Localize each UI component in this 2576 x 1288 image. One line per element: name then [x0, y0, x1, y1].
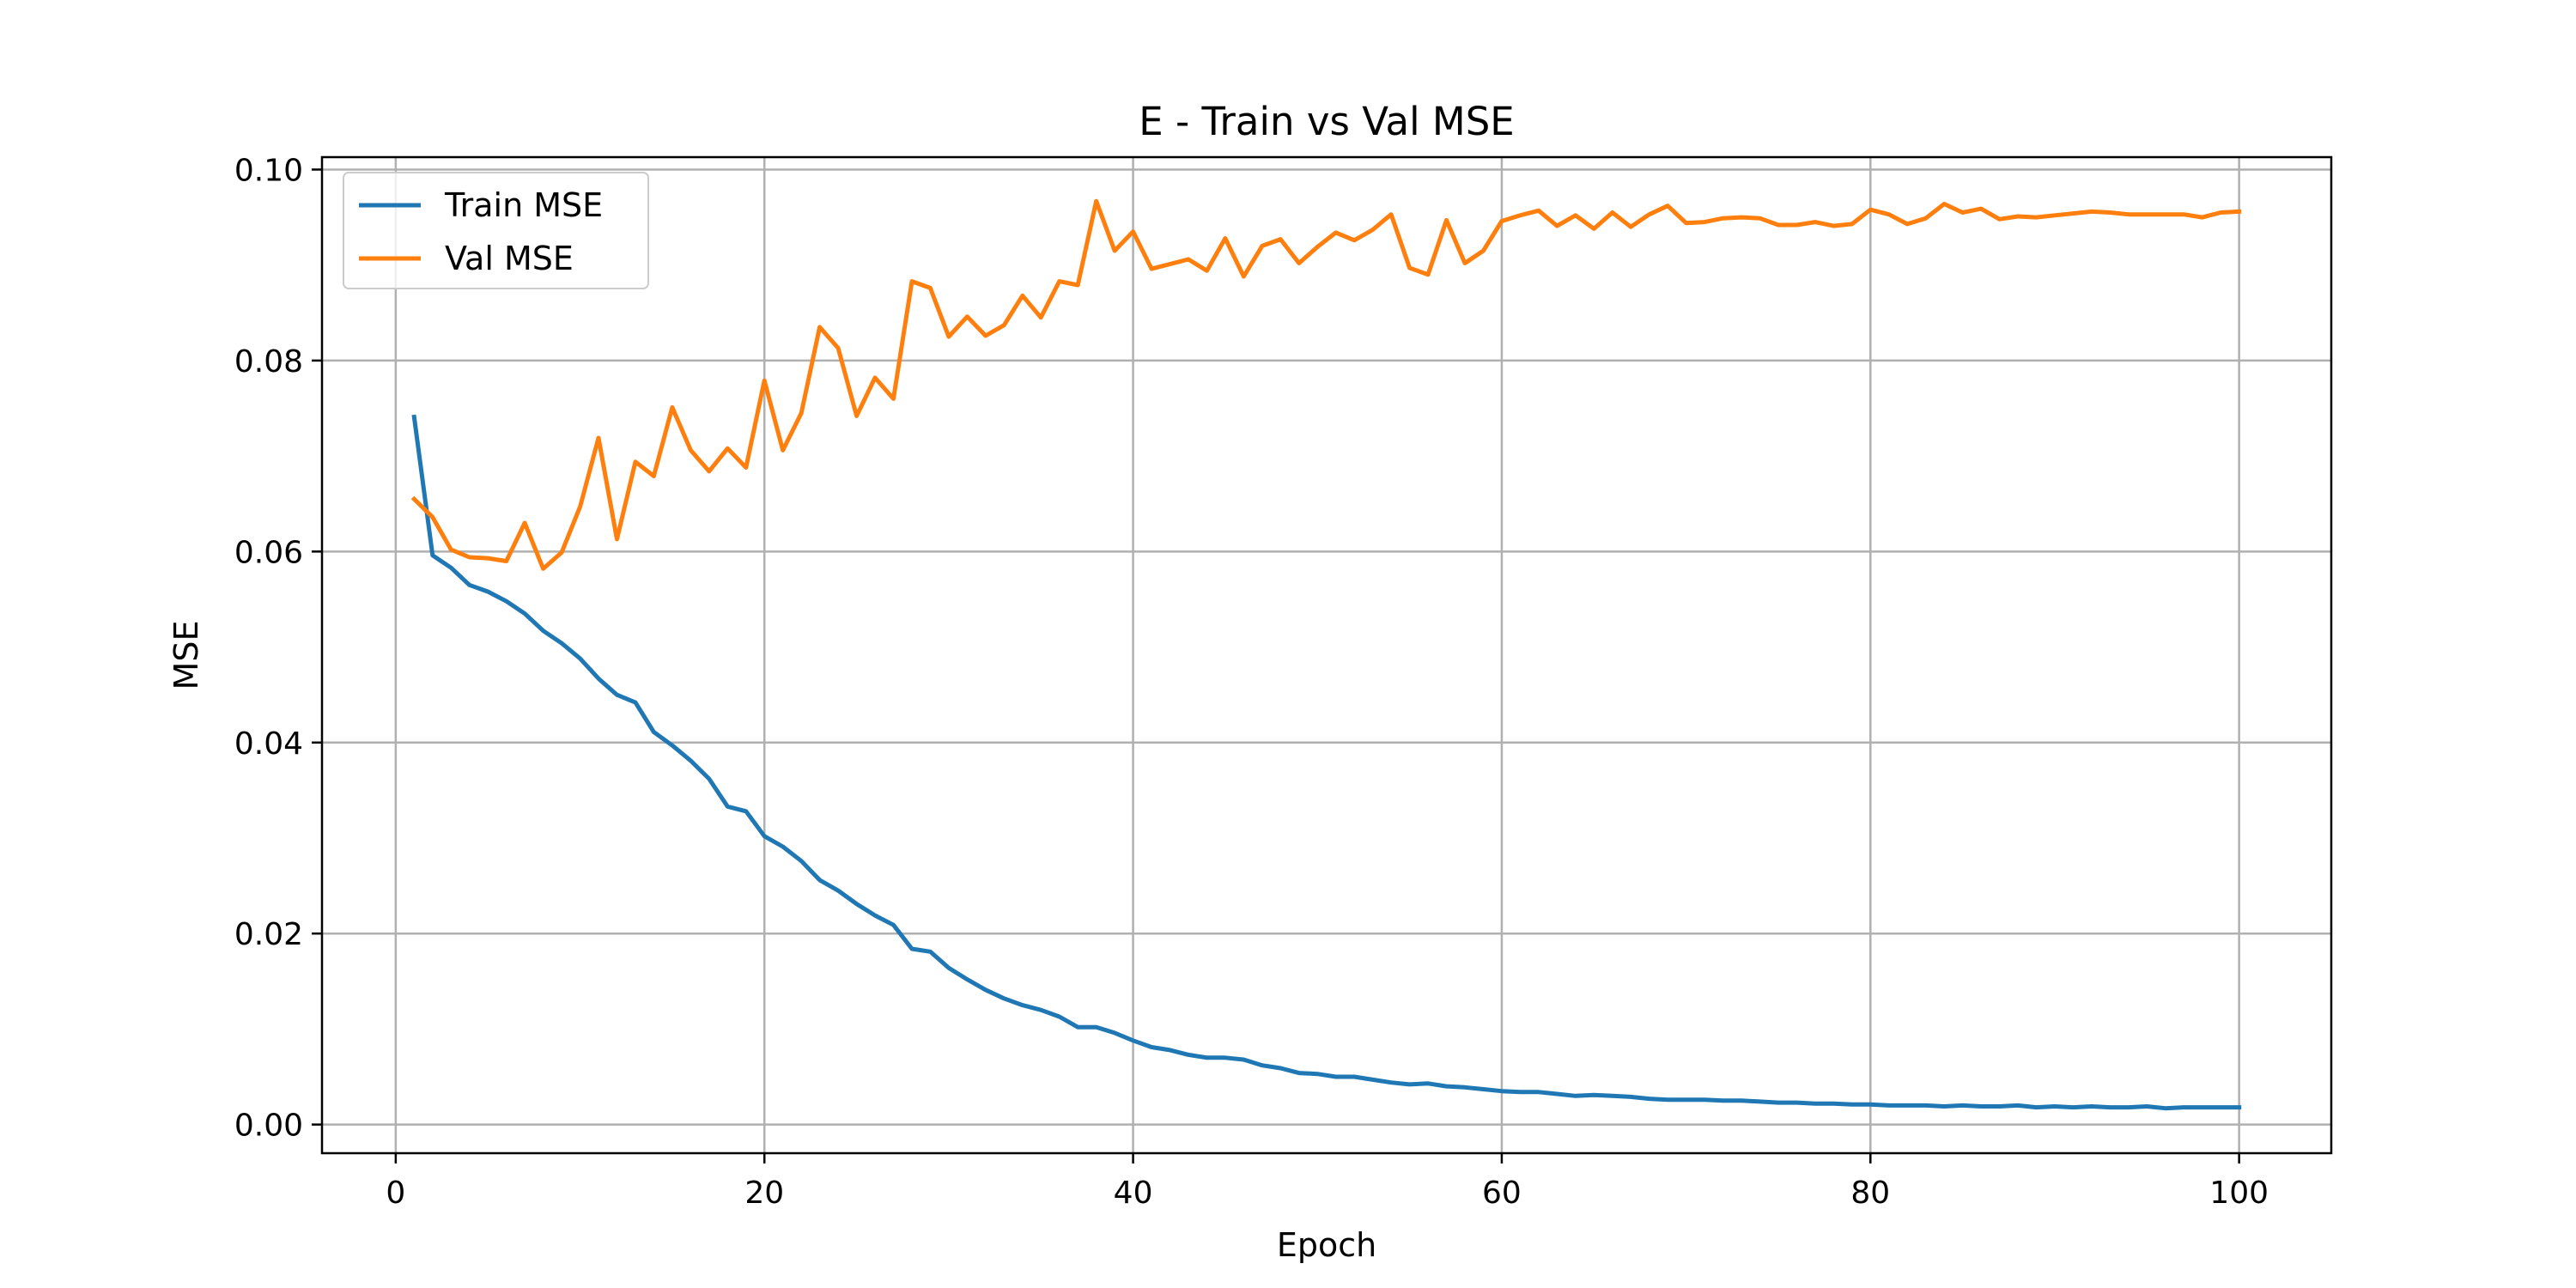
- y-tick-label: 0.10: [234, 153, 303, 188]
- series-line-val-mse: [410, 198, 2242, 571]
- x-tick-label: 100: [2209, 1176, 2269, 1211]
- x-tick-label: 60: [1482, 1176, 1522, 1211]
- x-tick-label: 0: [386, 1176, 405, 1211]
- y-tick-label: 0.06: [234, 535, 303, 570]
- y-tick-label: 0.04: [234, 726, 303, 762]
- series-lines: [410, 198, 2242, 1111]
- x-tick-label: 40: [1114, 1176, 1153, 1211]
- y-tick-label: 0.08: [234, 344, 303, 380]
- y-axis-label: MSE: [167, 621, 205, 690]
- grid: [322, 157, 2331, 1153]
- chart-title: E - Train vs Val MSE: [1139, 99, 1514, 144]
- x-axis-label: Epoch: [1277, 1226, 1376, 1264]
- legend: Train MSE Val MSE: [343, 172, 649, 289]
- series-line-train-mse: [411, 414, 2242, 1111]
- plot-frame: [320, 155, 2333, 1155]
- legend-label-val: Val MSE: [445, 240, 574, 277]
- legend-label-train: Train MSE: [444, 186, 603, 224]
- x-tick-label: 20: [744, 1176, 784, 1211]
- axis-ticks: 0 20 40 60 80 100 0.00 0.02 0.04 0.06 0.08 0.10: [234, 153, 2269, 1211]
- y-tick-label: 0.00: [234, 1109, 303, 1144]
- x-tick-label: 80: [1850, 1176, 1890, 1211]
- y-tick-label: 0.02: [234, 917, 303, 952]
